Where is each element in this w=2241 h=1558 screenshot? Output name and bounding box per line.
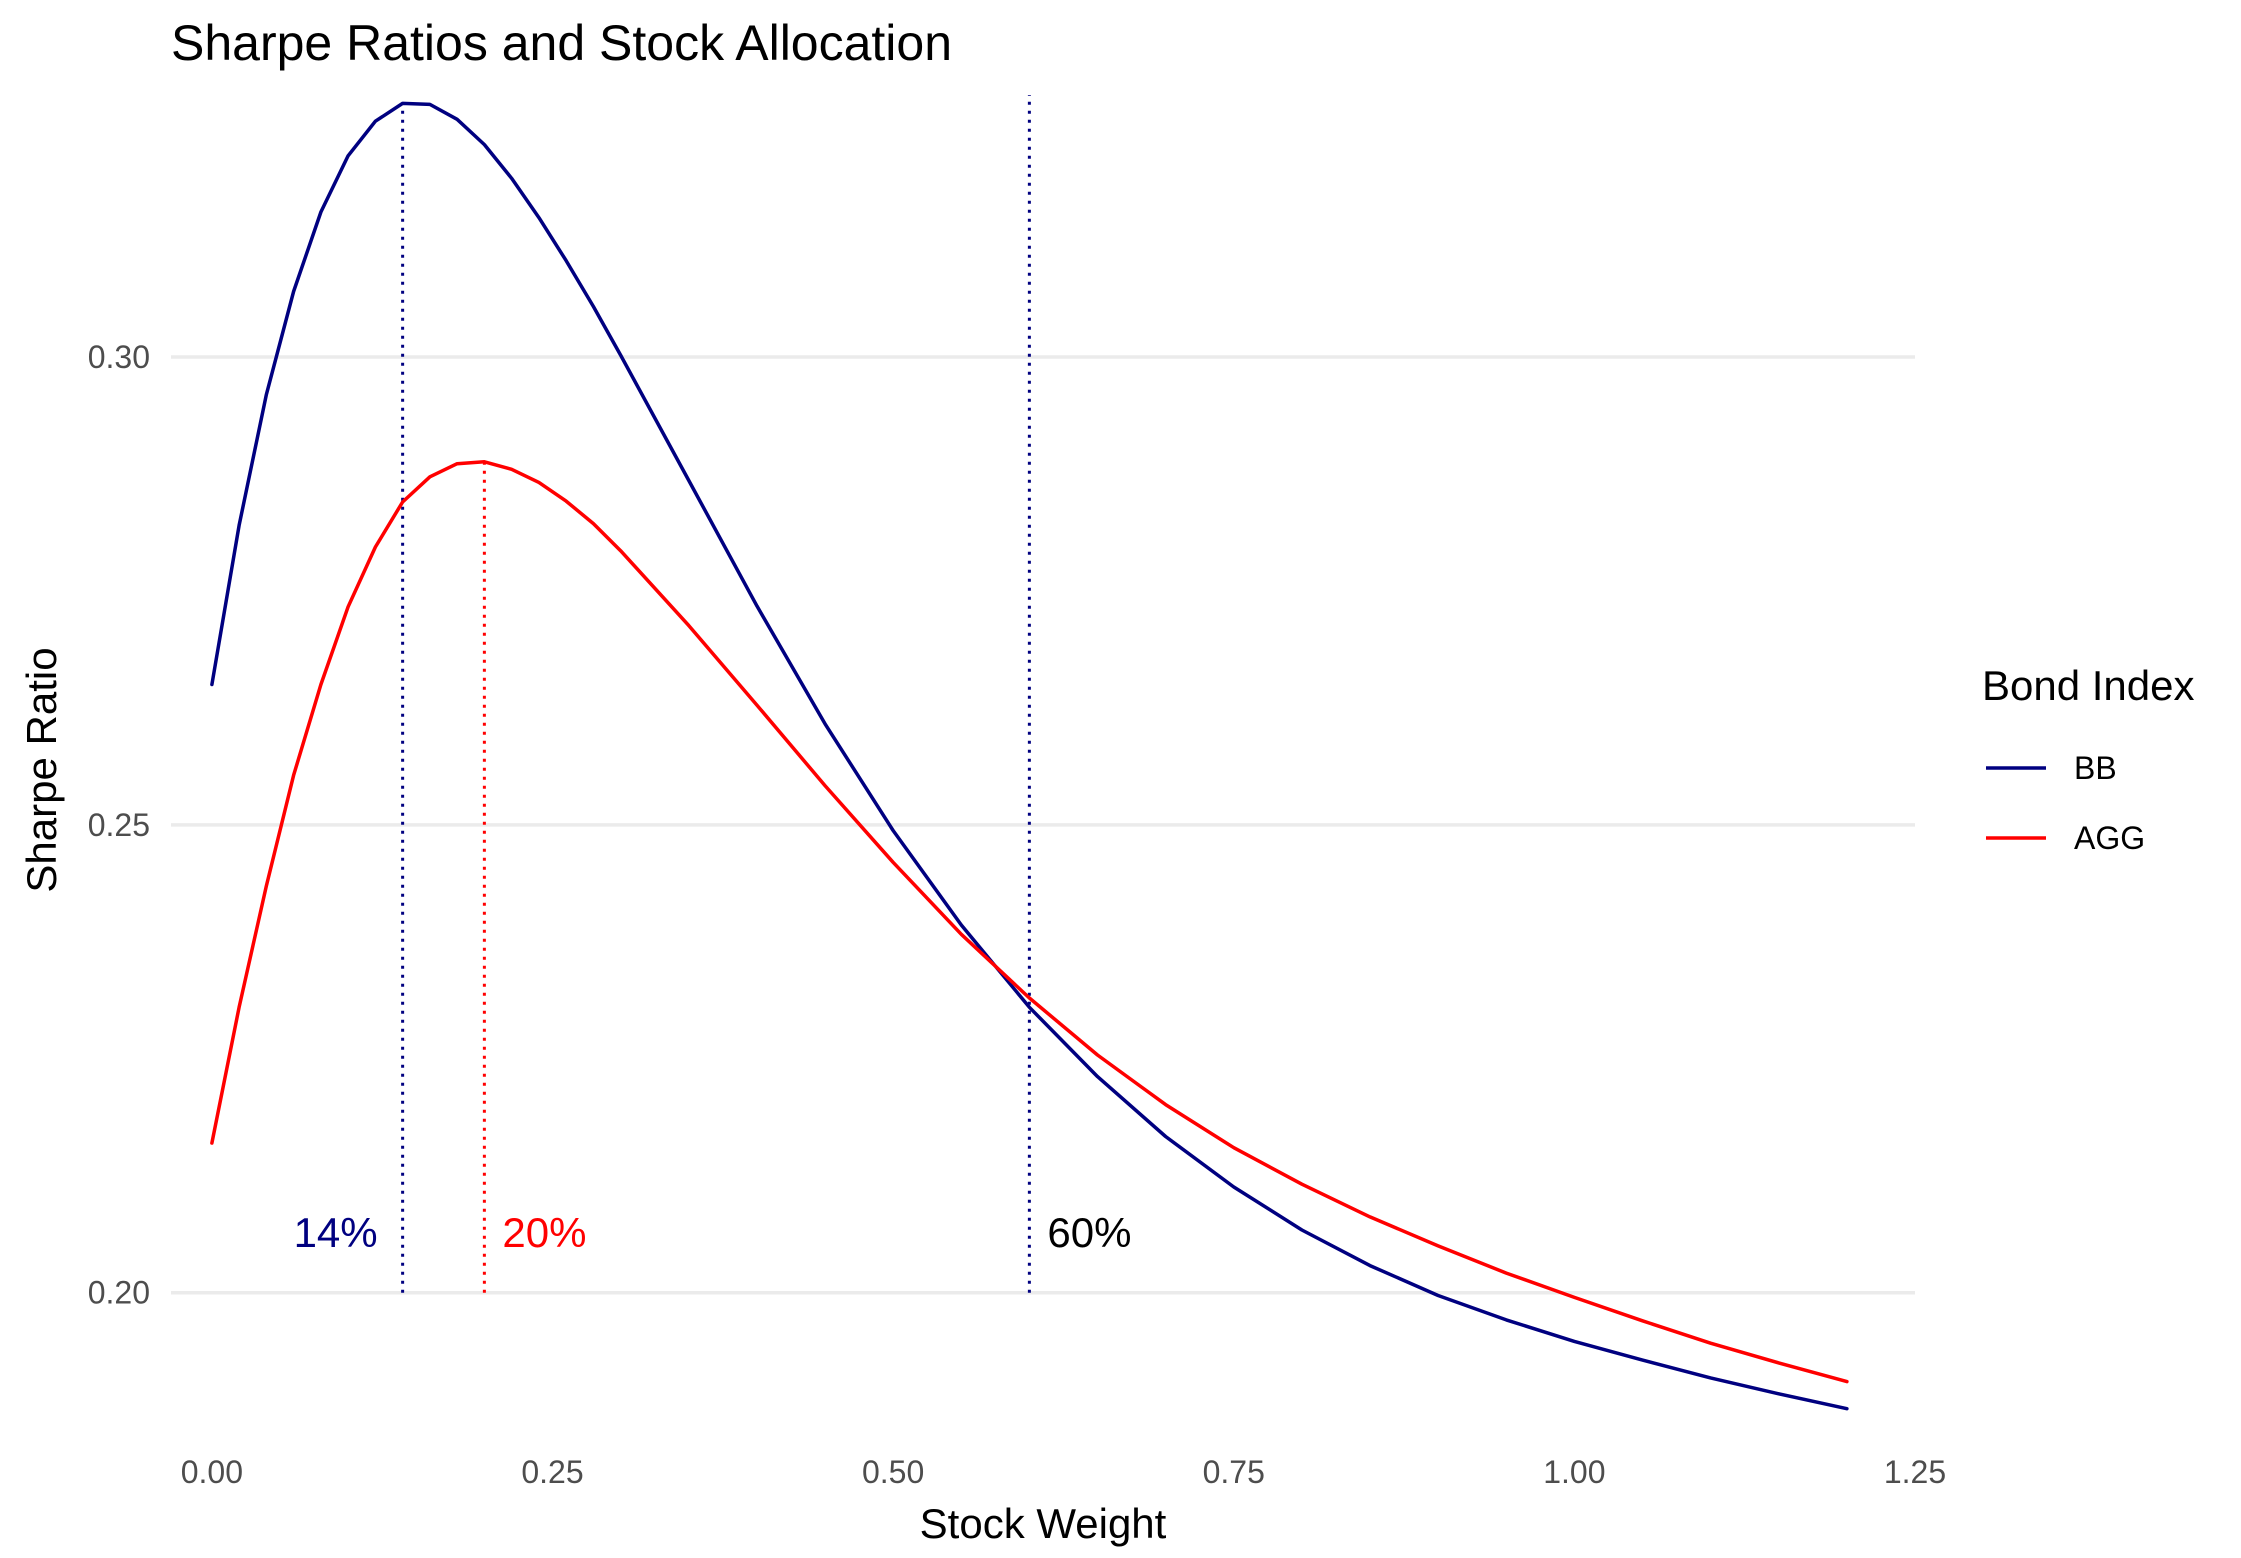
y-tick-label: 0.30 [88, 339, 150, 375]
x-tick-label: 0.25 [521, 1454, 583, 1490]
x-tick-label: 1.00 [1543, 1454, 1605, 1490]
y-tick-label: 0.25 [88, 807, 150, 843]
x-axis-ticks: 0.00 0.25 0.50 0.75 1.00 1.25 [181, 1454, 1946, 1490]
x-tick-label: 0.75 [1203, 1454, 1265, 1490]
legend-title: Bond Index [1982, 662, 2195, 709]
x-axis-title: Stock Weight [920, 1500, 1167, 1547]
legend-label-agg: AGG [2074, 820, 2145, 856]
series-line-bb [210, 101, 1849, 1411]
vertical-reference-lines [401, 95, 1031, 1293]
vline-label-14pct: 14% [294, 1209, 378, 1256]
legend: Bond Index BB AGG [1982, 662, 2195, 856]
y-axis-title: Sharpe Ratio [18, 647, 65, 892]
x-tick-label: 0.50 [862, 1454, 924, 1490]
gridlines [171, 355, 1915, 1295]
vline-label-20pct: 20% [502, 1209, 586, 1256]
y-axis-ticks: 0.20 0.25 0.30 [88, 339, 150, 1311]
y-tick-label: 0.20 [88, 1275, 150, 1311]
annotations: 14% 20% 60% [294, 1209, 1132, 1256]
x-tick-label: 0.00 [181, 1454, 243, 1490]
series-lines [210, 101, 1849, 1411]
vline-label-60pct: 60% [1047, 1209, 1131, 1256]
chart-title: Sharpe Ratios and Stock Allocation [171, 15, 952, 71]
series-line-agg [210, 460, 1849, 1384]
legend-label-bb: BB [2074, 750, 2117, 786]
x-tick-label: 1.25 [1884, 1454, 1946, 1490]
